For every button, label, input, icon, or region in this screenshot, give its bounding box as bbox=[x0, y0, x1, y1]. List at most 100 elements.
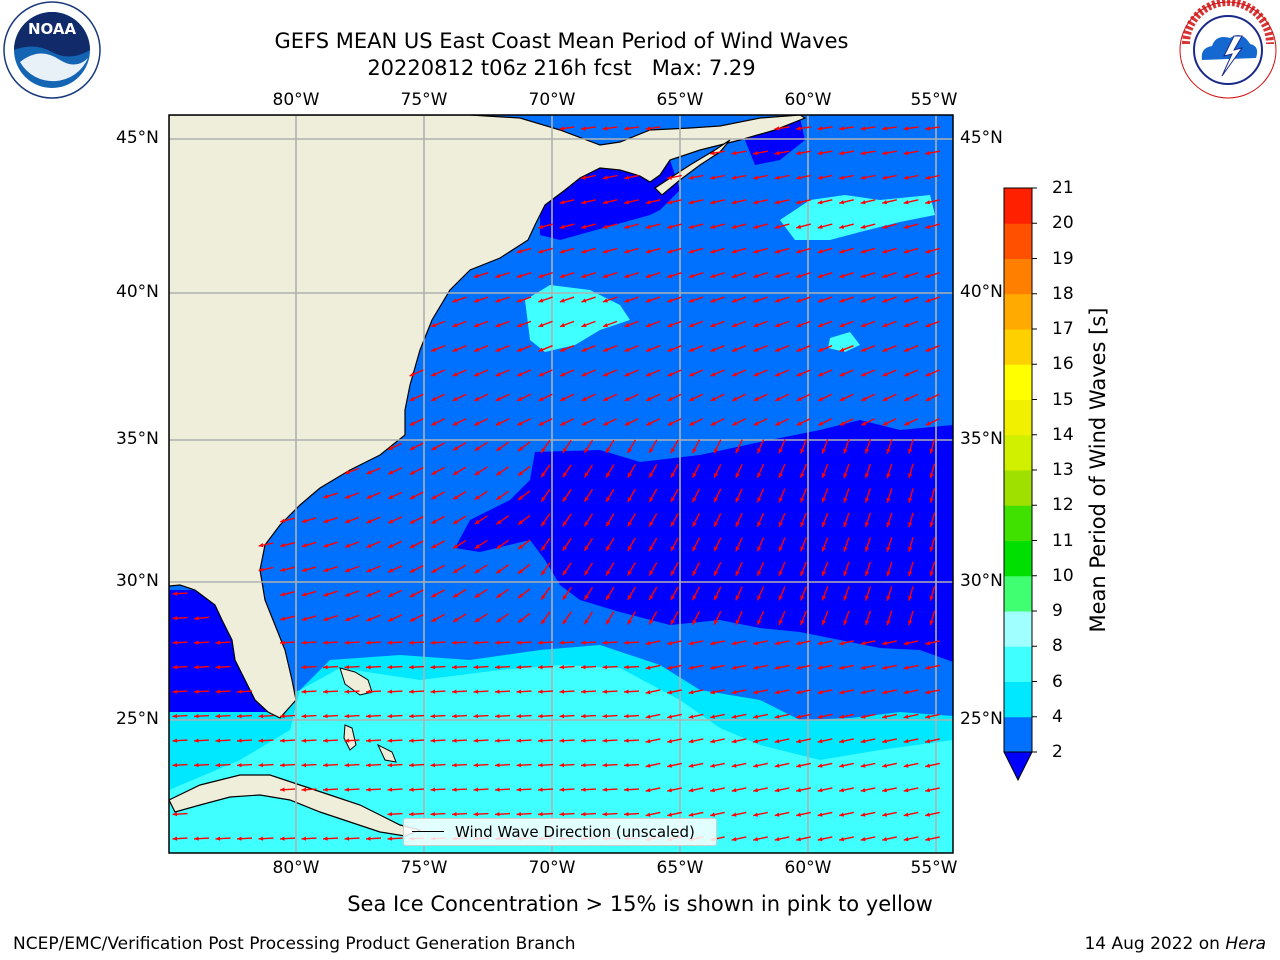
lat-label-left-45n: 45°N bbox=[116, 128, 159, 148]
colorbar-tick-label: 13 bbox=[1052, 460, 1074, 480]
wind-wave-arrow-head bbox=[860, 249, 866, 254]
wind-wave-arrow-head bbox=[495, 738, 500, 743]
wind-wave-arrow-head bbox=[473, 738, 479, 743]
wind-wave-arrow-head bbox=[606, 545, 611, 551]
wind-wave-arrow-head bbox=[800, 595, 805, 601]
wind-wave-arrow-head bbox=[925, 298, 931, 303]
wind-wave-arrow-head bbox=[796, 175, 801, 180]
wind-wave-arrow-head bbox=[692, 472, 697, 478]
wind-wave-arrow-head bbox=[925, 150, 930, 156]
wind-wave-arrow-head bbox=[452, 347, 458, 352]
wind-wave-arrow-head bbox=[843, 497, 848, 503]
wind-wave-arrow-head bbox=[624, 812, 629, 817]
wind-wave-arrow-head bbox=[194, 616, 199, 621]
wind-wave-arrow-head bbox=[430, 714, 436, 719]
wind-wave-arrow-head bbox=[627, 546, 632, 551]
wind-wave-arrow-head bbox=[541, 521, 546, 527]
wind-wave-arrow-head bbox=[753, 249, 759, 254]
colorbar-tick-label: 2 bbox=[1052, 742, 1063, 762]
lon-label-bottom-55w: 55°W bbox=[910, 858, 958, 878]
wind-wave-arrow-head bbox=[649, 570, 654, 576]
wind-wave-arrow-head bbox=[882, 690, 887, 695]
wind-wave-arrow-head bbox=[301, 640, 307, 645]
wind-wave-arrow-head bbox=[774, 298, 780, 303]
wind-wave-arrow-head bbox=[882, 396, 888, 401]
wind-wave-arrow-head bbox=[735, 472, 740, 478]
wind-wave-arrow-head bbox=[581, 738, 586, 743]
wind-wave-arrow-head bbox=[774, 714, 780, 719]
colorbar-swatch bbox=[1004, 329, 1032, 365]
wind-wave-arrow-head bbox=[710, 150, 715, 156]
wind-wave-arrow-head bbox=[624, 738, 629, 743]
wind-wave-arrow-head bbox=[581, 763, 586, 768]
wind-wave-arrow-head bbox=[606, 472, 611, 478]
wind-wave-arrow-head bbox=[584, 594, 589, 600]
wind-wave-arrow-head bbox=[667, 396, 673, 401]
wind-wave-arrow-head bbox=[602, 273, 608, 278]
wind-wave-arrow-head bbox=[194, 689, 199, 694]
wind-wave-arrow-head bbox=[821, 497, 826, 503]
wind-wave-arrow-head bbox=[865, 546, 870, 552]
wind-wave-arrow-head bbox=[882, 323, 888, 328]
wind-wave-arrow-head bbox=[452, 812, 457, 817]
wind-wave-arrow-head bbox=[925, 396, 931, 401]
wind-wave-arrow-head bbox=[735, 595, 740, 601]
wind-wave-arrow-head bbox=[710, 249, 716, 254]
wind-wave-arrow-head bbox=[796, 763, 801, 768]
colorbar-swatch bbox=[1004, 505, 1032, 541]
wind-wave-arrow-head bbox=[908, 448, 913, 454]
wind-wave-arrow-head bbox=[387, 714, 393, 719]
wind-wave-arrow-head bbox=[584, 472, 589, 478]
wind-wave-arrow-head bbox=[688, 812, 694, 817]
lon-label-top-60w: 60°W bbox=[784, 90, 832, 110]
wind-wave-arrow-head bbox=[886, 546, 891, 552]
wind-wave-arrow-head bbox=[775, 323, 780, 328]
wind-wave-arrow-head bbox=[821, 473, 826, 478]
colorbar-tick-label: 21 bbox=[1052, 178, 1074, 198]
wind-wave-arrow-head bbox=[753, 837, 758, 842]
wind-wave-arrow-head bbox=[649, 546, 654, 551]
wind-wave-arrow-head bbox=[473, 298, 479, 303]
wind-wave-arrow-head bbox=[452, 298, 458, 303]
colorbar-swatch bbox=[1004, 716, 1032, 753]
wind-wave-arrow-head bbox=[796, 126, 801, 131]
wind-wave-arrow-head bbox=[172, 640, 178, 645]
wind-wave-arrow-head bbox=[774, 150, 780, 156]
wind-wave-arrow-head bbox=[453, 446, 458, 451]
wind-wave-arrow-head bbox=[366, 836, 371, 841]
lon-label-bottom-60w: 60°W bbox=[784, 858, 832, 878]
wind-wave-arrow-head bbox=[323, 616, 329, 621]
wind-wave-arrow-head bbox=[624, 396, 630, 401]
wind-wave-arrow-head bbox=[474, 446, 480, 451]
wind-wave-arrow-head bbox=[387, 763, 393, 768]
wind-wave-arrow-head bbox=[886, 522, 891, 528]
wind-wave-arrow-head bbox=[882, 298, 888, 303]
wind-wave-arrow-head bbox=[453, 568, 458, 573]
wind-wave-arrow-head bbox=[409, 421, 415, 426]
wind-wave-arrow-head bbox=[603, 421, 609, 426]
wind-wave-arrow-head bbox=[646, 396, 652, 401]
wind-wave-arrow-head bbox=[692, 595, 697, 601]
wind-wave-arrow-head bbox=[774, 665, 780, 670]
wind-wave-arrow-head bbox=[453, 617, 458, 622]
wind-wave-arrow-head bbox=[538, 273, 544, 278]
period-under-2-sargasso-region bbox=[455, 420, 953, 662]
wind-wave-arrow-head bbox=[796, 347, 802, 352]
wind-wave-arrow-head bbox=[778, 497, 783, 503]
wind-wave-arrow-head bbox=[908, 473, 913, 479]
wind-wave-arrow-head bbox=[345, 617, 350, 622]
wind-wave-arrow-head bbox=[301, 689, 307, 694]
map-plot-area bbox=[169, 115, 953, 853]
wind-wave-arrow-head bbox=[562, 521, 568, 527]
wind-wave-arrow-head bbox=[495, 787, 500, 792]
wind-wave-arrow-head bbox=[796, 150, 801, 156]
wind-wave-arrow-head bbox=[753, 421, 759, 426]
wind-wave-arrow-head bbox=[645, 249, 651, 254]
wind-wave-arrow-head bbox=[925, 739, 930, 744]
wind-wave-arrow-head bbox=[581, 812, 586, 817]
wind-wave-arrow-head bbox=[753, 812, 758, 817]
wind-wave-arrow-head bbox=[774, 249, 780, 254]
wind-wave-arrow-head bbox=[882, 372, 888, 377]
wind-wave-arrow-head bbox=[925, 347, 931, 352]
wind-wave-arrow-head bbox=[323, 567, 329, 572]
